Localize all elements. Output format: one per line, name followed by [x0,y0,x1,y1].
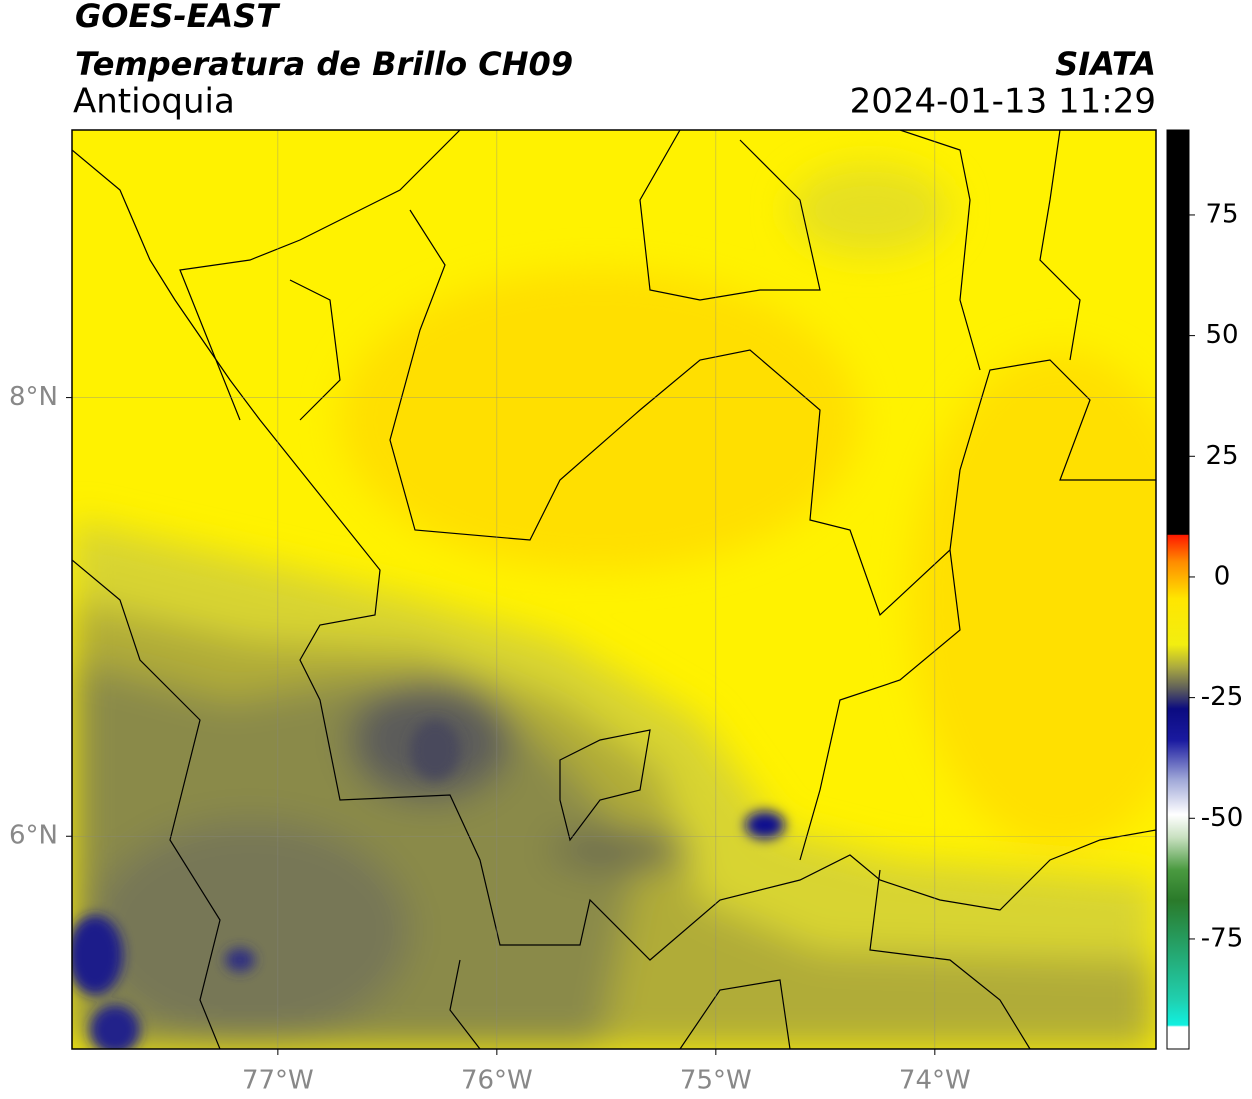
y-tick-label: 8°N [9,382,58,412]
y-tick-label: 6°N [9,821,58,851]
map-image [72,130,1156,1049]
colorbar-tick-label: -25 [1201,682,1243,712]
colorbar-tick-label: 75 [1205,199,1238,229]
x-tick-label: 76°W [461,1066,533,1096]
colorbar-tick-label: -75 [1201,923,1243,953]
header-line: GOES-EAST [75,0,280,35]
x-tick-label: 75°W [680,1066,752,1096]
colorbar-tick-label: 25 [1205,441,1238,471]
x-tick-label: 74°W [899,1066,971,1096]
x-tick-label: 77°W [242,1066,314,1096]
map-frame [71,129,1157,1050]
colorbar-tick-label: 50 [1205,320,1238,350]
colorbar-tick-label: -50 [1201,803,1243,833]
header-title: Temperatura de Brillo CH09 [75,45,573,83]
header-region: Antioquia [73,82,235,122]
colorbar-tick-label: 0 [1214,561,1231,591]
colorbar [1166,129,1190,1050]
header-source: SIATA [1055,45,1156,83]
header-datetime: 2024-01-13 11:29 [850,82,1156,122]
